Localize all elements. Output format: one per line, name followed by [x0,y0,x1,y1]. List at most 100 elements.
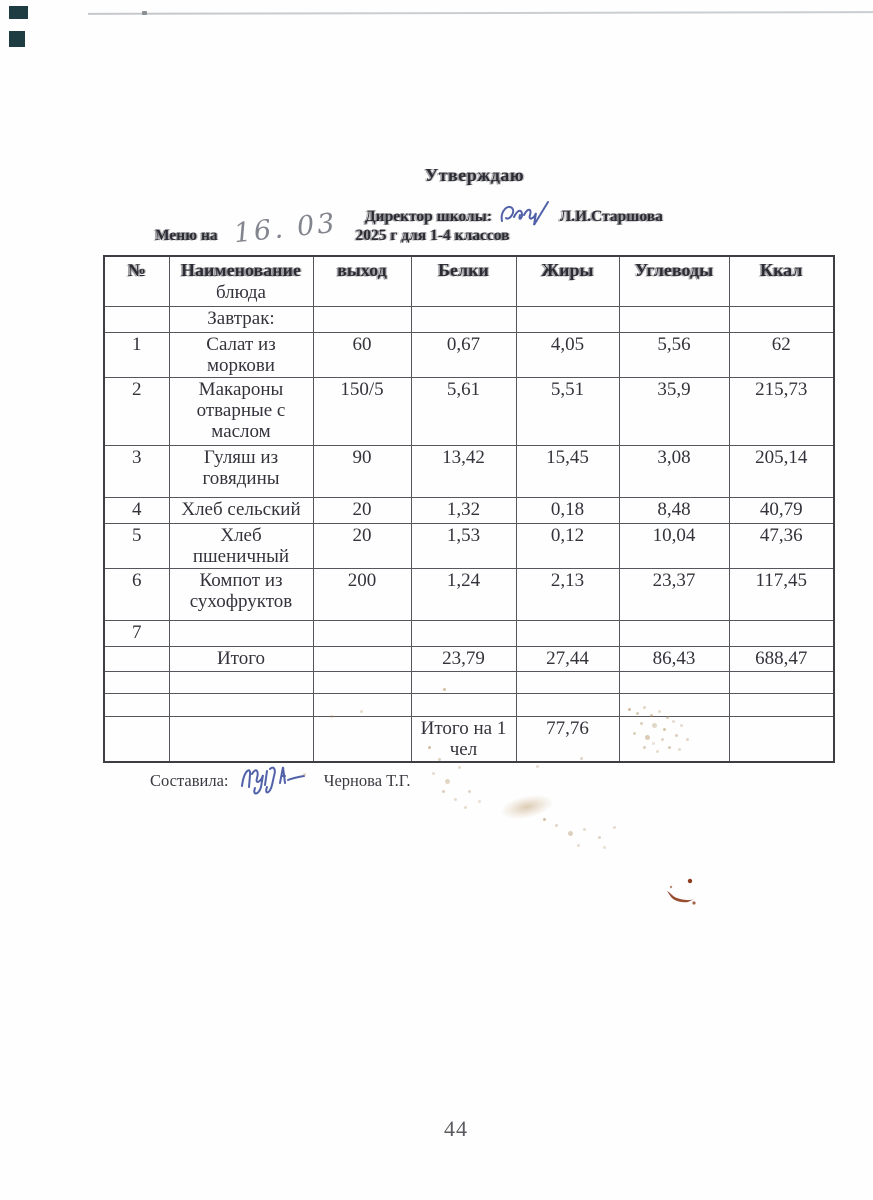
table-cell [103,716,170,763]
table-cell: 62 [728,332,835,378]
table-cell [312,620,412,647]
table-cell: 13,42 [410,445,517,498]
table-row [103,693,835,717]
table-cell: 150/5 [312,377,412,446]
table-row: 7 [103,620,835,647]
table-cell [728,306,835,333]
table-cell: Хлеб сельский [168,497,314,524]
table-cell [515,693,620,717]
table-row: 1 Салат из моркови 60 0,67 4,05 5,56 62 [103,332,835,378]
table-row: 6 Компот из сухофруктов 200 1,24 2,13 23,37 11… [103,568,835,621]
table-cell [728,620,835,647]
table-cell [168,716,314,763]
stain-speckles [543,818,546,821]
director-label: Директор школы: [365,208,492,225]
table-cell [103,306,170,333]
menu-label: Меню на [155,227,218,244]
table-cell: 0,12 [515,523,620,569]
table-cell [728,693,835,717]
handwritten-date: 16. 03 [231,207,339,250]
table-cell: 3,08 [618,445,730,498]
table-cell [410,620,517,647]
director-name: Л.И.Старшова [559,208,663,225]
menu-title-line: Меню на 16. 03 2025 г для 1-4 классов [155,208,510,250]
scan-corner-mark [9,31,25,47]
table-cell: Компот из сухофруктов [168,568,314,621]
table-row: Завтрак: [103,306,835,333]
composed-name: Чернова Т.Г. [323,771,411,790]
table-cell [103,693,170,717]
page-number: 44 [444,1116,468,1141]
table-cell: 1,53 [410,523,517,569]
table-cell [103,671,170,694]
table-cell: 35,9 [618,377,730,446]
table-cell: 0,18 [515,497,620,524]
table-cell [168,620,314,647]
table-cell: 23,37 [618,568,730,621]
table-cell: 90 [312,445,412,498]
table-cell: 10,04 [618,523,730,569]
table-row: 2 Макароны отварные с маслом 150/5 5,61 5,51… [103,377,835,446]
table-cell: 60 [312,332,412,378]
column-header: выход [312,255,412,307]
table-cell: 20 [312,523,412,569]
table-cell: 215,73 [728,377,835,446]
table-cell: Салат из моркови [168,332,314,378]
table-cell [515,620,620,647]
table-cell: 20 [312,497,412,524]
scan-edge-line [87,11,873,15]
table-cell [168,671,314,694]
scan-corner-mark [9,6,28,19]
column-header: Ккал [728,255,835,307]
table-row: 4 Хлеб сельский 20 1,32 0,18 8,48 40,79 [103,497,835,524]
table-cell [410,693,517,717]
table-cell: 27,44 [515,646,620,672]
column-header: Белки [410,255,517,307]
table-cell: 0,67 [410,332,517,378]
table-cell: 2,13 [515,568,620,621]
table-cell: 1,24 [410,568,517,621]
table-cell: Хлеб пшеничный [168,523,314,569]
scan-speck [142,11,147,15]
composed-line: Составила: Чернова Т.Г. [150,762,411,798]
table-cell: Макароны отварные с маслом [168,377,314,446]
table-cell [312,716,412,763]
table-cell: 200 [312,568,412,621]
table-cell [168,693,314,717]
table-cell: 205,14 [728,445,835,498]
table-row: Итого 23,79 27,44 86,43 688,47 [103,646,835,672]
table-cell [618,693,730,717]
table-cell [728,671,835,694]
table-cell: 8,48 [618,497,730,524]
table-cell [312,306,412,333]
table-cell: 47,36 [728,523,835,569]
column-header: Углеводы [618,255,730,307]
table-cell: 6 [103,568,170,621]
table-cell [410,306,517,333]
table-cell [312,693,412,717]
table-cell: 5,61 [410,377,517,446]
table-cell: 15,45 [515,445,620,498]
column-header: Наименование блюда [168,255,314,307]
table-cell: 3 [103,445,170,498]
table-row [103,671,835,694]
table-cell: Итого на 1 чел [410,716,517,763]
table-cell [312,671,412,694]
table-cell: 5,56 [618,332,730,378]
red-ink-mark [667,878,696,905]
table-cell: 4,05 [515,332,620,378]
table-cell [515,671,620,694]
table-cell [312,646,412,672]
table-cell: Завтрак: [168,306,314,333]
table-cell [728,716,835,763]
composer-signature-ink [240,766,305,795]
stain-blob [498,790,556,824]
column-header: Жиры [515,255,620,307]
menu-table: № Наименование блюда выход Белки Жиры Углеводы… [103,255,835,763]
table-cell: 5,51 [515,377,620,446]
approve-title: Утверждаю [425,165,525,185]
table-cell: Итого [168,646,314,672]
table-cell [618,620,730,647]
table-cell: 117,45 [728,568,835,621]
